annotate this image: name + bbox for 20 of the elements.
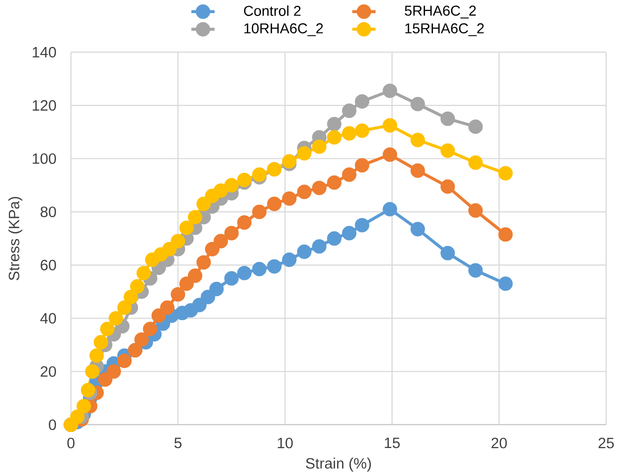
y-axis-title: Stress (KPa)	[8, 196, 22, 280]
y-tick-label: 140	[32, 46, 56, 58]
y-tick-label: 100	[32, 153, 56, 164]
y-tick-label: 80	[40, 206, 56, 218]
legend-label: Control 2	[244, 5, 301, 16]
y-tick-label: 60	[40, 260, 56, 270]
legend-label: 10RHA6C_2	[244, 23, 323, 36]
x-tick-label: 5	[174, 438, 182, 448]
x-axis-title: Strain (%)	[306, 458, 371, 472]
legend-label: 5RHA6C_2	[404, 6, 476, 18]
x-tick-label: 20	[492, 438, 507, 448]
x-tick-label: 25	[598, 438, 614, 448]
x-tick-label: 15	[384, 438, 400, 448]
x-tick-label: 0	[67, 438, 75, 448]
y-tick-label: 20	[40, 366, 56, 377]
x-tick-label: 10	[278, 438, 293, 448]
y-tick-label: 120	[32, 100, 56, 111]
y-tick-label: 0	[48, 419, 56, 430]
legend-label: 15RHA6C_2	[405, 23, 484, 36]
y-tick-label: 40	[40, 312, 56, 324]
